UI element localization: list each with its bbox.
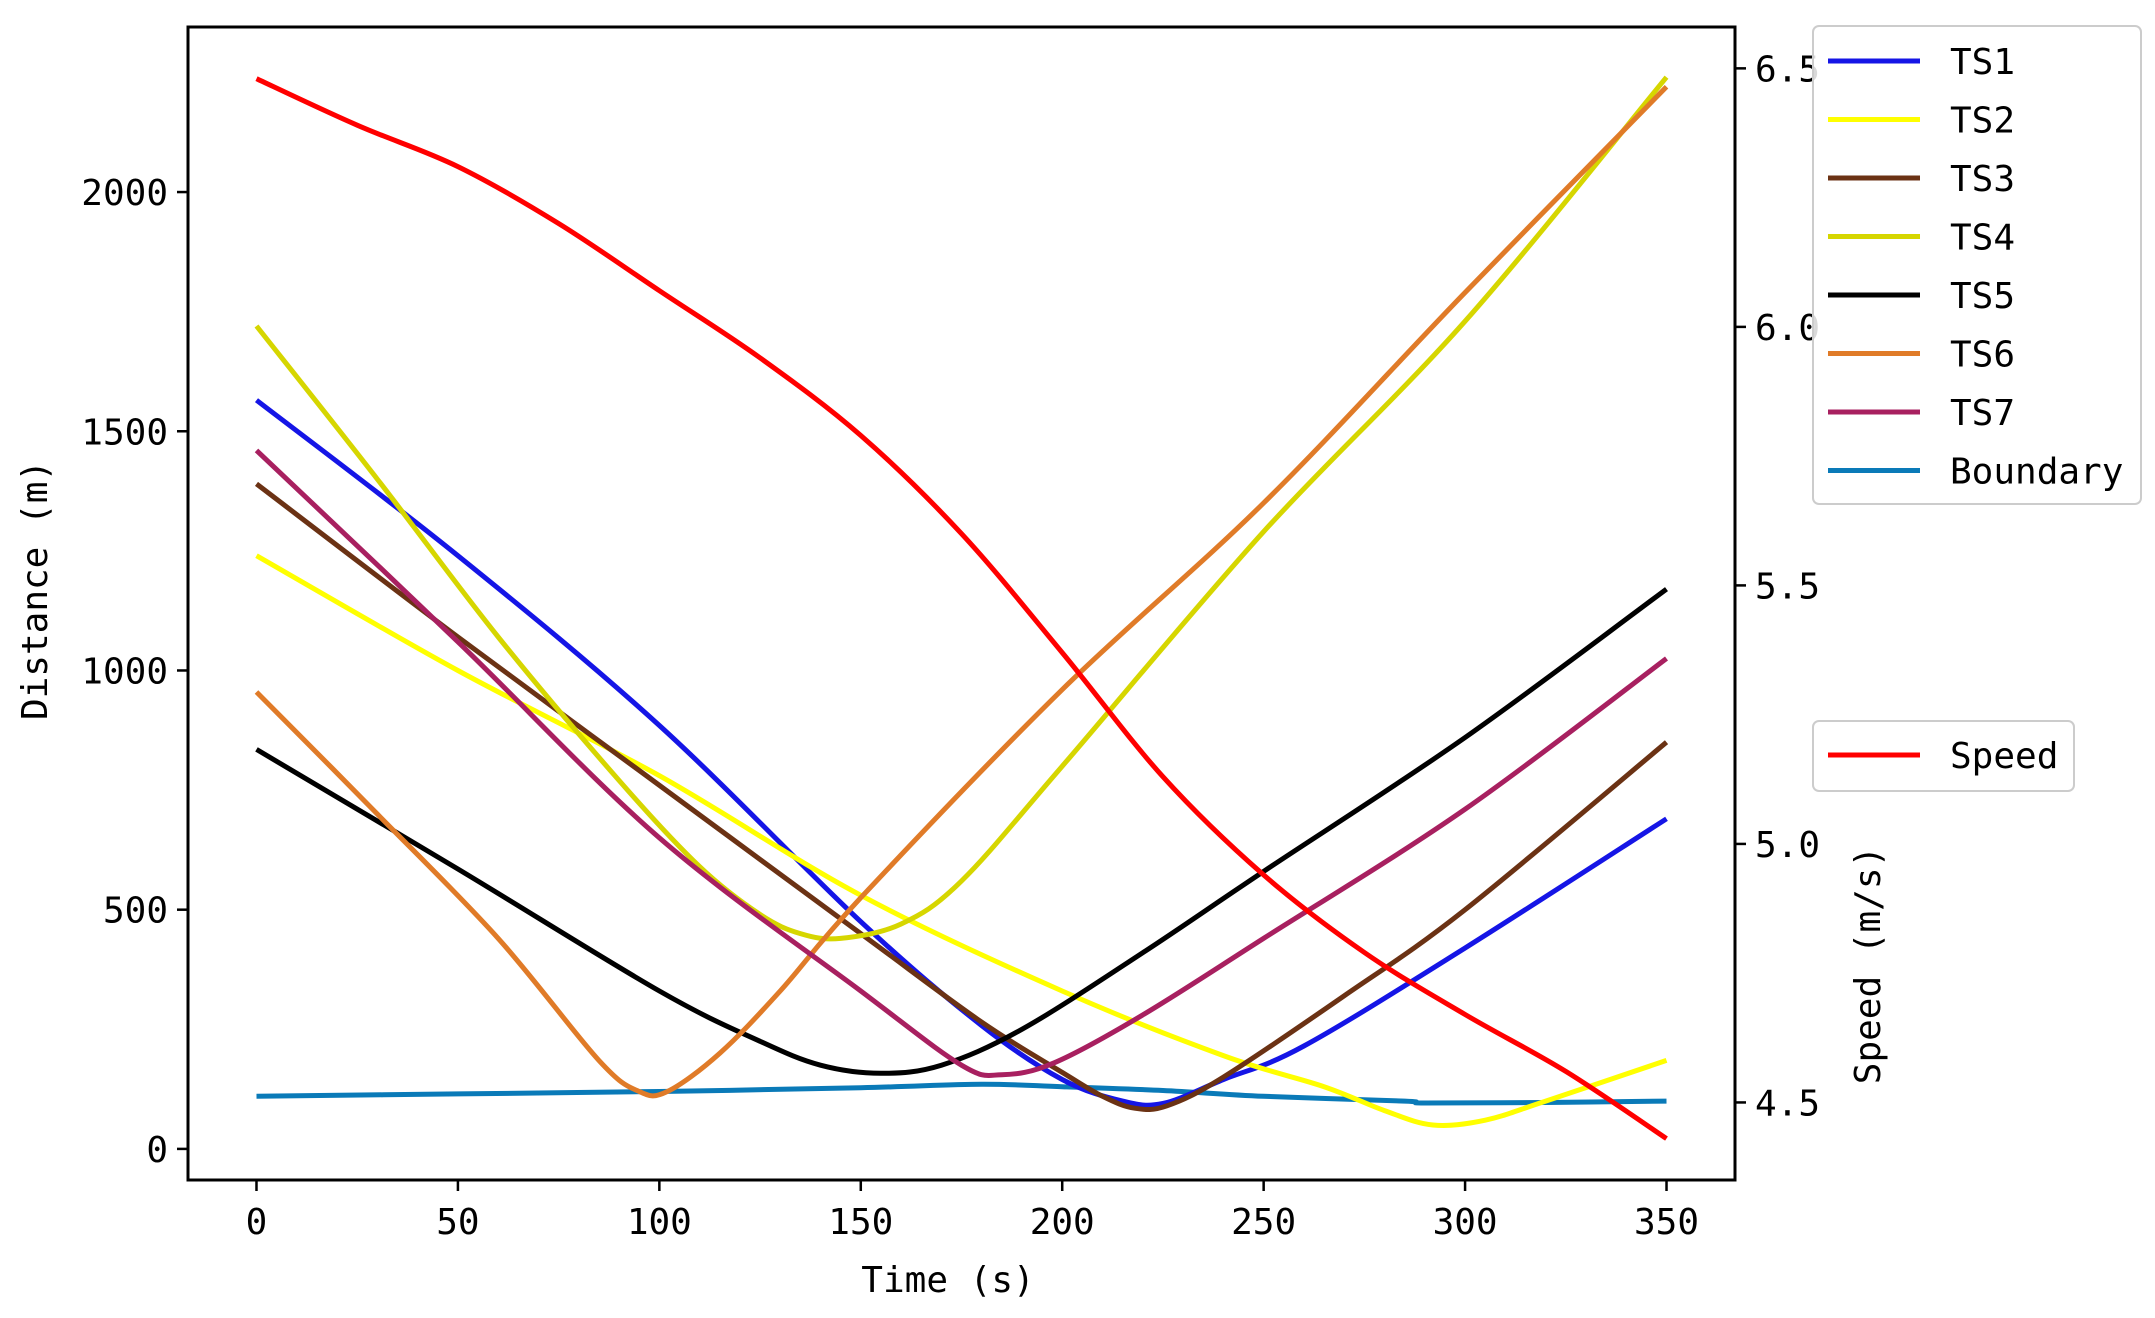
legend-distance-box <box>1812 25 2142 505</box>
series-line-ts7 <box>254 448 1668 1079</box>
legend-label-speed: Speed <box>1950 736 2058 777</box>
y-axis-left-title: Distance (m) <box>15 460 56 720</box>
x-tick-label: 150 <box>828 1202 893 1243</box>
series-line-ts4 <box>254 75 1669 942</box>
x-tick-label: 350 <box>1634 1202 1699 1243</box>
y-right-tick-label: 5.0 <box>1755 825 1820 866</box>
legend-label-ts5: TS5 <box>1950 276 2015 317</box>
x-tick-label: 100 <box>627 1202 692 1243</box>
y-right-tick-label: 5.5 <box>1755 566 1820 607</box>
x-tick-label: 250 <box>1231 1202 1296 1243</box>
y-left-tick-label: 2000 <box>81 173 168 214</box>
y-axis-right-title: Speed (m/s) <box>1848 846 1889 1084</box>
x-tick-label: 50 <box>436 1202 479 1243</box>
y-left-tick-label: 1500 <box>81 412 168 453</box>
series-line-ts2 <box>255 553 1668 1128</box>
series-line-ts1 <box>254 398 1668 1108</box>
x-tick-label: 300 <box>1433 1202 1498 1243</box>
legend-distance: TS1 TS2 TS3 TS4 TS5 TS6 TS7 Boundary <box>1812 25 2142 505</box>
series-layer <box>254 75 1669 1141</box>
y-right-tick-label: 4.5 <box>1755 1083 1820 1124</box>
legend-label-ts2: TS2 <box>1950 101 2015 142</box>
legend-label-ts6: TS6 <box>1950 335 2015 376</box>
series-line-boundary <box>256 1081 1667 1106</box>
x-axis-title: Time (s) <box>861 1260 1034 1301</box>
legend-label-ts4: TS4 <box>1950 218 2015 259</box>
legend-label-ts1: TS1 <box>1950 42 2015 83</box>
y-left-tick-label: 1000 <box>81 651 168 692</box>
legend-speed-items: Speed <box>1828 736 2058 777</box>
legend-speed: Speed <box>1812 720 2075 792</box>
series-line-ts5 <box>255 587 1668 1076</box>
x-tick-label: 200 <box>1030 1202 1095 1243</box>
series-line-ts6 <box>254 85 1669 1099</box>
y-right-tick-label: 6.5 <box>1755 49 1820 90</box>
legend-label-ts3: TS3 <box>1950 159 2015 200</box>
plot-frame <box>186 25 1737 1182</box>
series-line-speed <box>255 76 1668 1141</box>
ticks-layer: 0 50 100 150 200 250 300 350 0 500 1000 1500 2000 4.5… <box>81 49 1820 1243</box>
y-left-tick-label: 0 <box>146 1130 168 1171</box>
legend-distance-items: TS1 TS2 TS3 TS4 TS5 TS6 TS7 Boundary <box>1828 42 2123 493</box>
legend-speed-box <box>1812 720 2075 792</box>
series-line-ts3 <box>254 481 1669 1113</box>
x-tick-label: 0 <box>246 1202 268 1243</box>
y-left-tick-label: 500 <box>103 891 168 932</box>
legend-label-ts7: TS7 <box>1950 393 2015 434</box>
y-right-tick-label: 6.0 <box>1755 308 1820 349</box>
legend-label-boundary: Boundary <box>1950 452 2123 493</box>
